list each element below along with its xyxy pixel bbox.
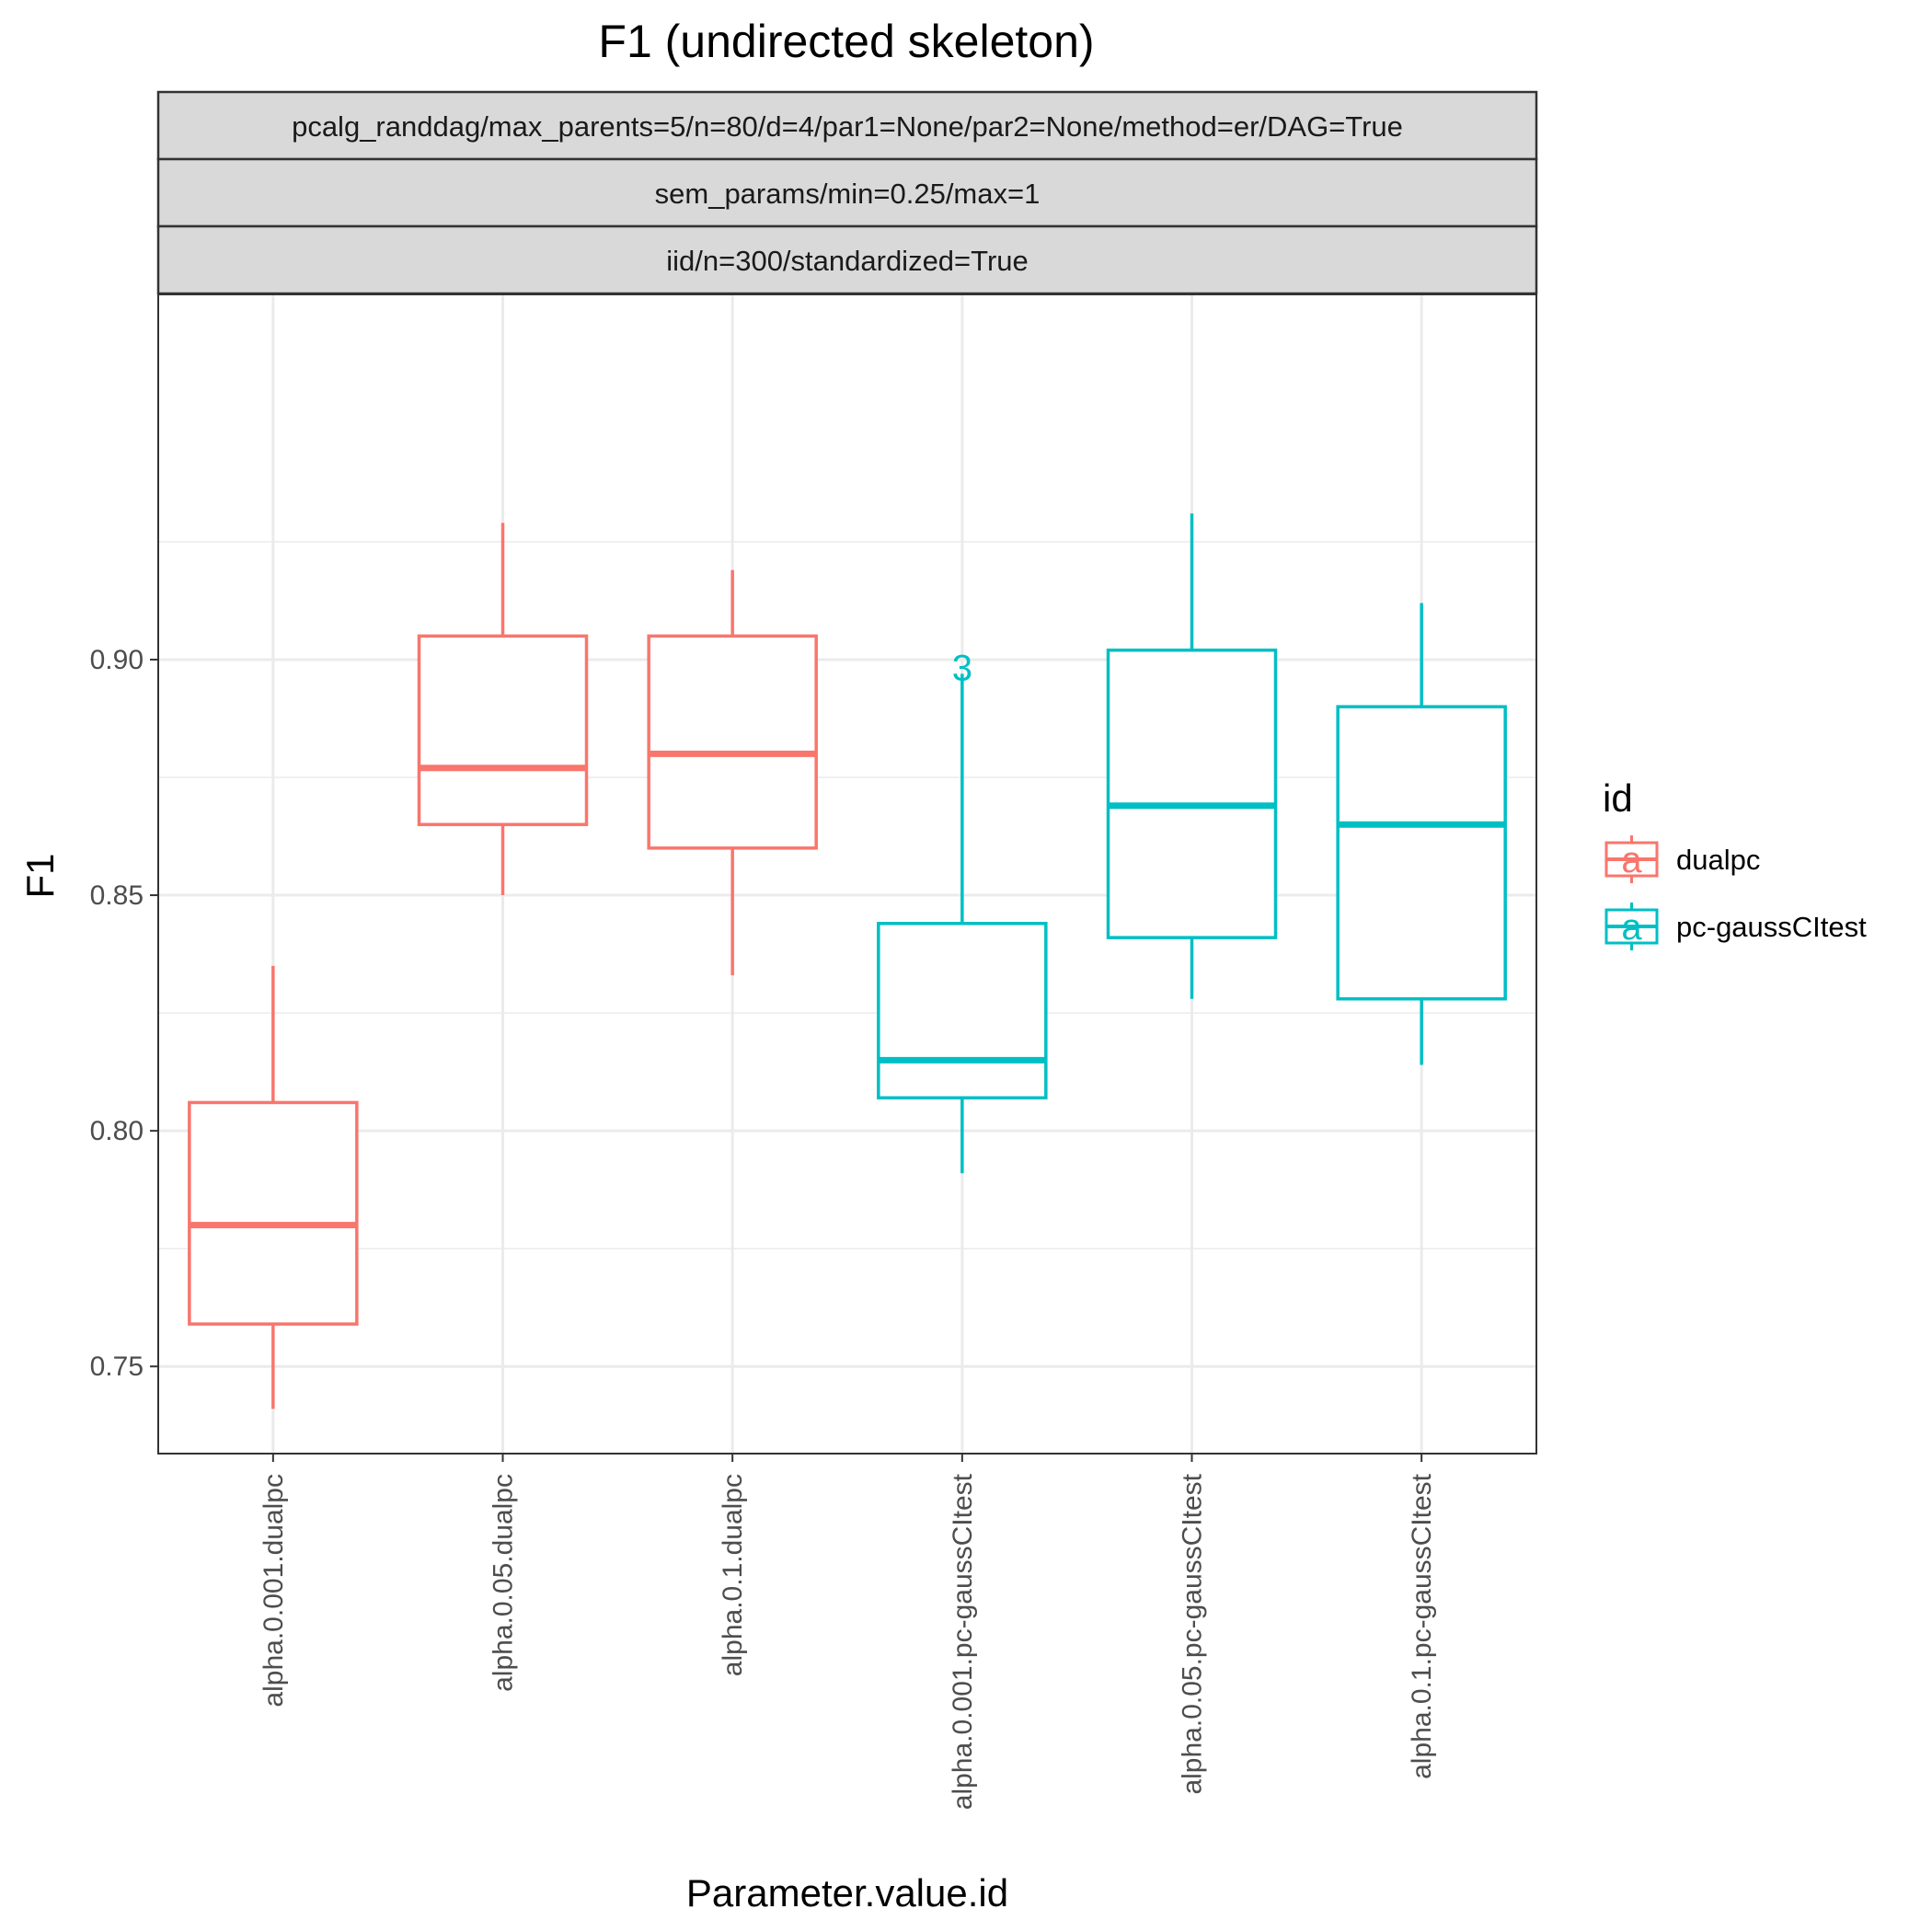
box-iqr (1106, 648, 1278, 939)
x-tick-label: alpha.0.001.pc-gaussCItest (948, 1473, 978, 1810)
box-iqr (417, 634, 589, 826)
box-iqr (877, 922, 1048, 1100)
y-tick-label: 0.80 (90, 1116, 144, 1146)
legend-item-dualpc: a dualpc (1604, 835, 1760, 883)
y-axis-title: F1 (18, 853, 62, 898)
outlier-label: 3 (952, 648, 972, 688)
box-iqr (188, 1100, 359, 1326)
box-alpha.0.05.dualpc (417, 523, 589, 896)
y-tick-label: 0.75 (90, 1351, 144, 1382)
facet-strip-3-bg (156, 224, 1538, 295)
legend-key-glyph: a (1621, 907, 1642, 948)
y-axis: 0.75 0.80 0.85 0.90 (90, 645, 158, 1382)
facet-strips: pcalg_randdag/max_parents=5/n=80/d=4/par… (156, 90, 1538, 295)
x-tick-label: alpha.0.05.dualpc (489, 1474, 519, 1692)
y-tick-label: 0.90 (90, 645, 144, 675)
box-alpha.0.1.pc-gaussCItest (1336, 603, 1507, 1065)
legend-key-glyph: a (1621, 840, 1642, 880)
box-alpha.0.1.dualpc (647, 569, 818, 976)
legend-label: pc-gaussCItest (1676, 911, 1867, 943)
legend-title: id (1603, 776, 1633, 820)
plot-panel (158, 294, 1536, 1454)
box-iqr (647, 634, 818, 850)
chart-title: F1 (undirected skeleton) (598, 16, 1094, 67)
x-tick-label: alpha.0.1.pc-gaussCItest (1407, 1473, 1437, 1779)
facet-strip-1-bg (156, 90, 1538, 161)
y-tick-label: 0.85 (90, 880, 144, 911)
plot-panel-border (157, 293, 1537, 1455)
facet-strip-1-label: pcalg_randdag/max_parents=5/n=80/d=4/par… (292, 110, 1403, 143)
box-alpha.0.05.pc-gaussCItest (1106, 513, 1278, 999)
x-axis: alpha.0.001.dualpc alpha.0.05.dualpc alpha… (259, 1454, 1437, 1810)
facet-strip-2-label: sem_params/min=0.25/max=1 (655, 178, 1041, 210)
legend-label: dualpc (1676, 844, 1760, 876)
x-axis-title: Parameter.value.id (686, 1871, 1008, 1915)
facet-strip-2-bg (156, 157, 1538, 228)
facet-strip-3-label: iid/n=300/standardized=True (666, 245, 1029, 277)
box-iqr (1336, 705, 1507, 1001)
legend-item-pc-gaussCItest: a pc-gaussCItest (1604, 903, 1867, 950)
x-tick-label: alpha.0.001.dualpc (259, 1474, 289, 1708)
x-tick-label: alpha.0.1.dualpc (718, 1474, 748, 1676)
legend: id a dualpc a pc-gaussCItest (1603, 776, 1867, 950)
boxplot-series: 3 (188, 513, 1507, 1409)
box-alpha.0.001.dualpc (188, 965, 359, 1409)
box-alpha.0.001.pc-gaussCItest: 3 (877, 648, 1048, 1174)
x-tick-label: alpha.0.05.pc-gaussCItest (1178, 1473, 1208, 1794)
